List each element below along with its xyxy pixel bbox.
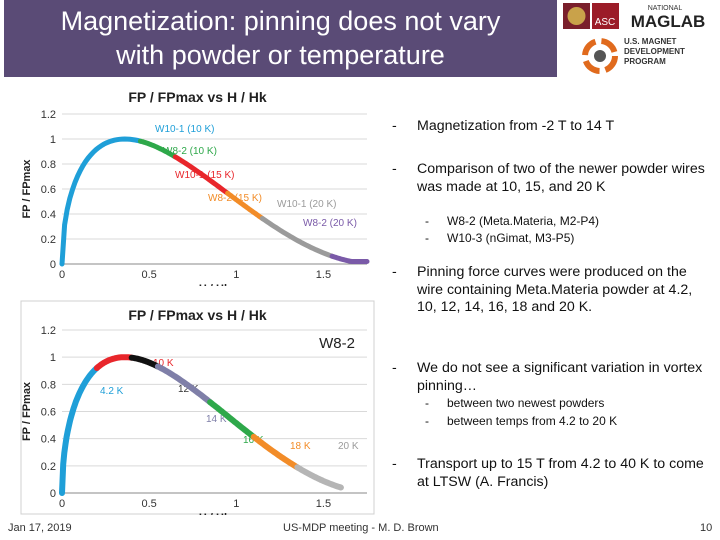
series-label: W8-2 (15 K) xyxy=(208,193,262,204)
series-line xyxy=(59,136,143,267)
chart-title: FP / FPmax vs H / Hk xyxy=(128,307,266,323)
y-tick-label: 0.2 xyxy=(41,234,56,246)
series-line xyxy=(137,138,178,160)
chart-subtitle: W8-2 xyxy=(319,335,355,352)
y-tick-label: 0.4 xyxy=(41,209,56,221)
chart-frame xyxy=(20,300,375,515)
series-label: W8-2 (10 K) xyxy=(163,146,217,157)
x-tick-label: 0.5 xyxy=(141,498,156,510)
bullet-text: Magnetization from -2 T to 14 T xyxy=(417,118,615,134)
series-label: W8-2 (20 K) xyxy=(303,218,357,229)
y-tick-label: 0.4 xyxy=(41,434,56,446)
series-label: 4.2 K xyxy=(100,386,124,397)
bullet-text: Comparison of two of the newer powder wi… xyxy=(417,161,705,195)
series-line xyxy=(259,216,335,259)
sub-bullet-text: between two newest powders xyxy=(447,396,605,410)
slide-title: Magnetization: pinning does not vary wit… xyxy=(60,6,501,70)
footer-meeting: US-MDP meeting - M. D. Brown xyxy=(283,522,439,534)
bullet-text: Transport up to 15 T from 4.2 to 40 K to… xyxy=(417,456,704,490)
x-tick-label: 0 xyxy=(59,498,65,510)
series-label: 12 K xyxy=(178,384,199,395)
x-tick-label: 1 xyxy=(233,498,239,510)
sub-bullet-dash: - xyxy=(425,414,429,428)
x-axis-label: H / Hk xyxy=(199,512,231,515)
y-axis-label: FP / FPmax xyxy=(21,381,33,441)
bullet-dash: - xyxy=(392,118,397,134)
y-tick-label: 1.2 xyxy=(41,109,56,121)
series-label: W10-1 (20 K) xyxy=(277,199,336,210)
bullet-text: Pinning force curves were produced on th… xyxy=(417,264,693,315)
y-tick-label: 0.6 xyxy=(41,407,56,419)
pinning-force-chart-temperatures: FP / FPmax vs H / Hk W8-2 0 0.2 0.4 0.6 0.8 1 1.… xyxy=(20,300,375,515)
x-tick-label: 0 xyxy=(59,269,65,281)
asc-text: ASC xyxy=(595,17,616,28)
series-label: W10-1 (15 K) xyxy=(175,170,234,181)
program-line3: PROGRAM xyxy=(624,57,666,66)
title-banner xyxy=(4,0,557,77)
bullet-dash: - xyxy=(392,161,397,177)
national-text: NATIONAL xyxy=(648,5,683,12)
y-tick-label: 0.6 xyxy=(41,184,56,196)
maglab-text: MAGLAB xyxy=(631,12,706,31)
seal-icon xyxy=(567,7,586,25)
logos-svg: ASC NATIONAL MAGLAB U.S. MAGNET DEVELOPM… xyxy=(563,3,706,74)
chart-title: FP / FPmax vs H / Hk xyxy=(128,89,266,105)
sub-bullet-dash: - xyxy=(425,396,429,410)
series-line xyxy=(128,354,161,370)
series-label: 14 K xyxy=(206,414,227,425)
series-label: 10 K xyxy=(153,358,174,369)
y-tick-label: 0 xyxy=(50,259,56,271)
sub-bullet-text: W10-3 (nGimat, M3-P5) xyxy=(447,231,575,245)
series-line xyxy=(154,363,214,406)
x-tick-label: 1 xyxy=(233,269,239,281)
sub-bullet-dash: - xyxy=(425,214,429,228)
y-tick-label: 1 xyxy=(50,352,56,364)
sub-bullet-text: W8-2 (Meta.Materia, M2-P4) xyxy=(447,214,600,228)
mdp-logo-core-icon xyxy=(594,50,606,62)
series-line xyxy=(250,433,301,471)
y-tick-label: 1.2 xyxy=(41,325,56,337)
program-line2: DEVELOPMENT xyxy=(624,47,685,56)
series-line xyxy=(329,253,370,264)
y-tick-label: 1 xyxy=(50,134,56,146)
series-label: 20 K xyxy=(338,441,359,452)
x-tick-label: 1.5 xyxy=(316,269,331,281)
logo-area: ASC NATIONAL MAGLAB U.S. MAGNET DEVELOPM… xyxy=(560,0,720,80)
sub-bullet-text: between temps from 4.2 to 20 K xyxy=(447,414,618,428)
series-line xyxy=(93,354,135,371)
bullet-dash: - xyxy=(392,360,397,376)
footer-date: Jan 17, 2019 xyxy=(8,522,72,534)
series-line xyxy=(172,154,231,196)
y-tick-label: 0.8 xyxy=(41,159,56,171)
y-tick-label: 0.8 xyxy=(41,379,56,391)
series-line xyxy=(225,190,265,221)
x-axis-label: H / Hk xyxy=(199,283,231,286)
asc-logo xyxy=(592,3,619,29)
bullet-dash: - xyxy=(392,264,397,280)
y-tick-label: 0 xyxy=(50,488,56,500)
x-tick-label: 0.5 xyxy=(141,269,156,281)
series-label: 16 K xyxy=(243,435,264,446)
series-line xyxy=(294,464,344,491)
sub-bullet-dash: - xyxy=(425,231,429,245)
series-line xyxy=(207,399,257,440)
footer-page-number: 10 xyxy=(700,522,713,534)
bullet-dash: - xyxy=(392,456,397,472)
mdp-logo-icon xyxy=(582,38,618,74)
series-label: W10-1 (10 K) xyxy=(155,124,214,135)
bullet-text: We do not see a significant variation in… xyxy=(417,360,703,394)
program-line1: U.S. MAGNET xyxy=(624,37,677,46)
y-axis-label: FP / FPmax xyxy=(21,159,33,219)
y-tick-label: 0.2 xyxy=(41,461,56,473)
pinning-force-chart-powders: FP / FPmax vs H / Hk 0 0.2 0.4 0.6 0.8 1 1.2 0 0.… xyxy=(21,89,370,286)
series-label: 18 K xyxy=(290,441,311,452)
x-tick-label: 1.5 xyxy=(316,498,331,510)
series-line xyxy=(59,365,100,496)
